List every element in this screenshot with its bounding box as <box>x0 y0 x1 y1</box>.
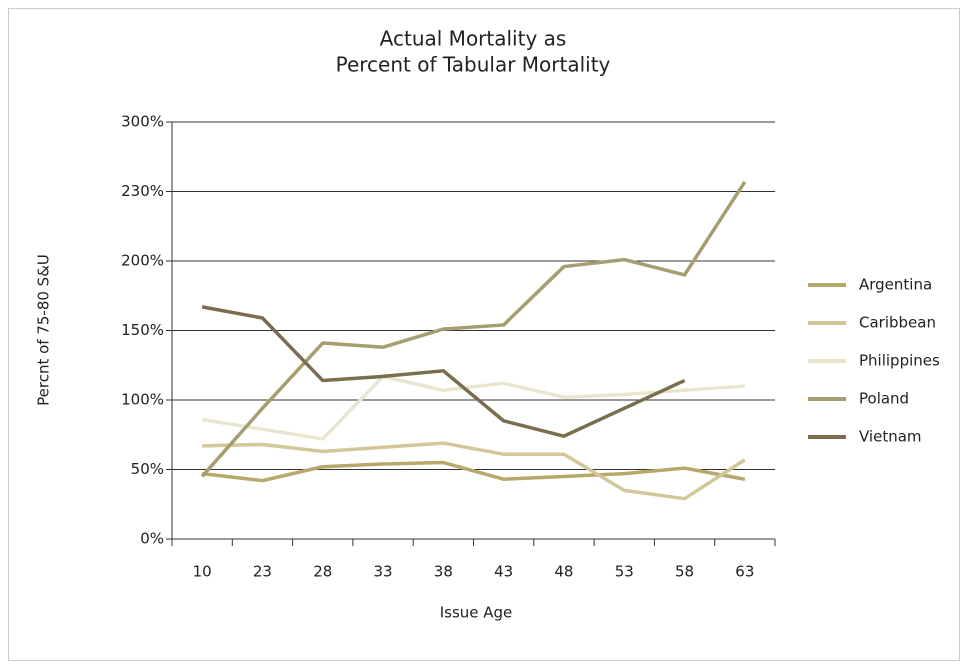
x-tick-label: 58 <box>675 563 694 581</box>
legend-label: Philippines <box>859 352 940 370</box>
y-tick-label: 150% <box>121 321 164 339</box>
series-line <box>202 441 746 501</box>
x-tick-label: 63 <box>735 563 754 581</box>
x-tick-label: 28 <box>313 563 332 581</box>
series-line <box>200 180 747 478</box>
y-tick-label: 300% <box>121 113 164 131</box>
y-axis-label: Percnt of 75-80 S&U <box>35 254 53 406</box>
chart-frame <box>8 8 960 661</box>
chart-title: Actual Mortality as <box>380 27 567 51</box>
legend-label: Poland <box>859 390 909 408</box>
y-tick-label: 50% <box>131 460 164 478</box>
x-tick-label: 10 <box>193 563 212 581</box>
y-tick-label: 230% <box>121 182 164 200</box>
x-tick-label: 38 <box>434 563 453 581</box>
legend-label: Vietnam <box>859 428 922 446</box>
x-tick-label: 53 <box>615 563 634 581</box>
y-tick-label: 100% <box>121 391 164 409</box>
series-line <box>201 460 746 483</box>
y-tick-label: 0% <box>140 530 164 548</box>
series-line <box>201 305 686 438</box>
legend-label: Caribbean <box>859 314 936 332</box>
legend-label: Argentina <box>859 276 932 294</box>
y-tick-label: 200% <box>121 252 164 270</box>
x-tick-label: 48 <box>554 563 573 581</box>
x-tick-label: 43 <box>494 563 513 581</box>
x-axis-label: Issue Age <box>440 604 513 622</box>
chart-title: Percent of Tabular Mortality <box>336 53 611 77</box>
series-line <box>201 374 745 441</box>
x-tick-label: 33 <box>374 563 393 581</box>
x-tick-label: 23 <box>253 563 272 581</box>
